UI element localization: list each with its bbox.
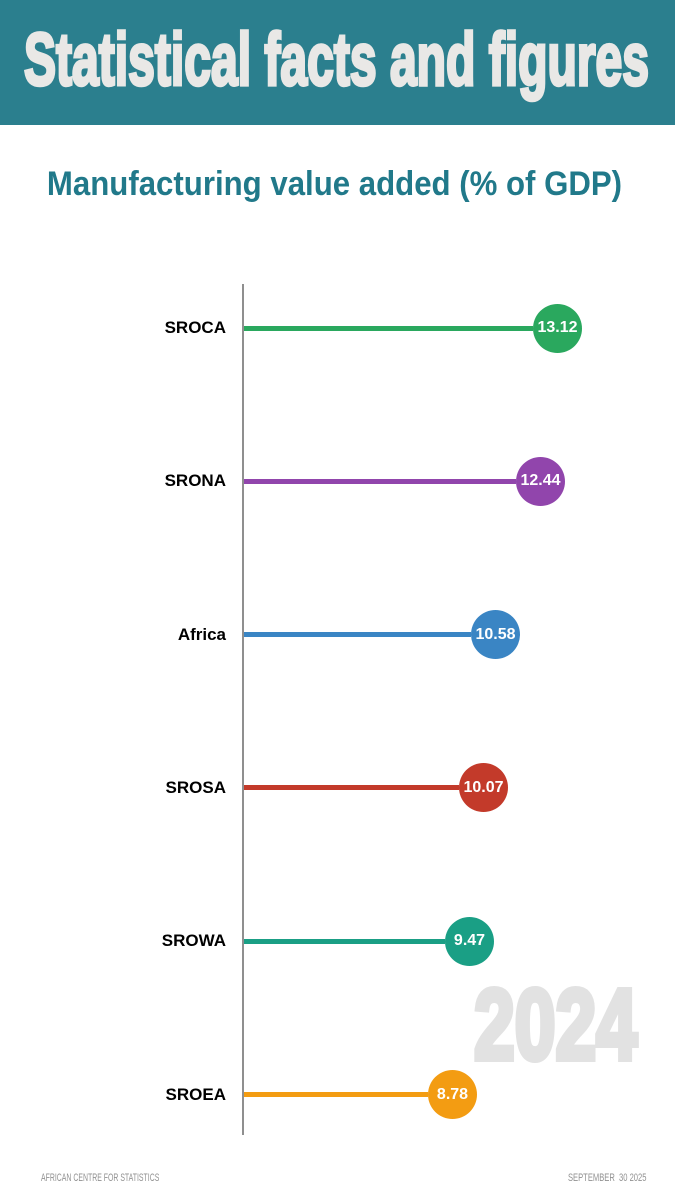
svg-text:Statistical facts and figures: Statistical facts and figures <box>24 18 649 101</box>
svg-text:2024: 2024 <box>474 969 637 1081</box>
